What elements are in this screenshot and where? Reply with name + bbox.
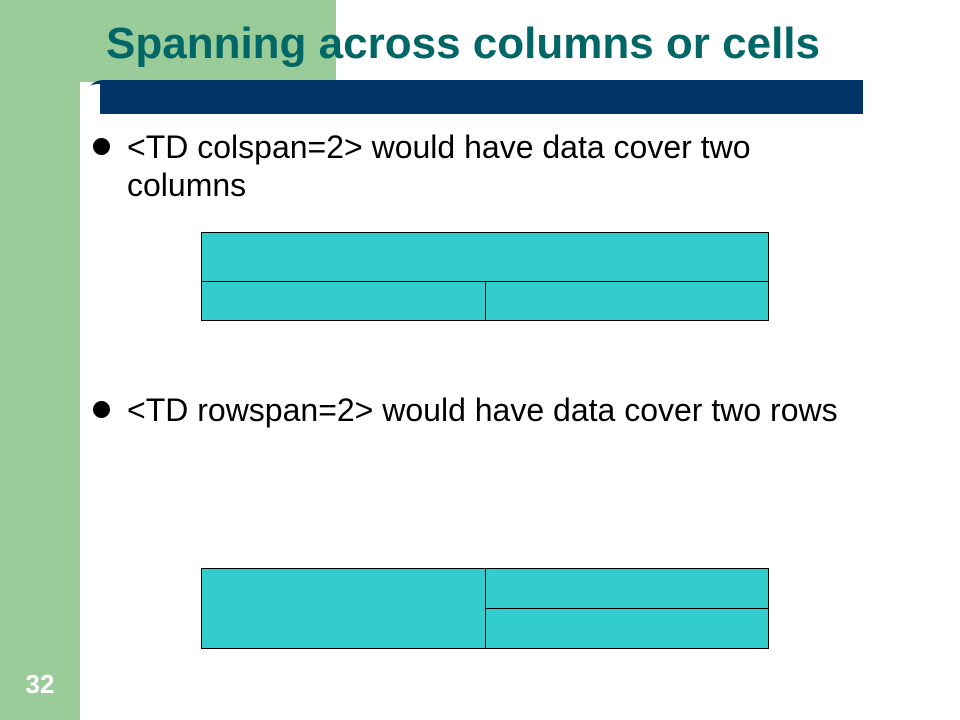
table-cell [484, 608, 769, 649]
title-underline-bar [86, 80, 863, 114]
table-cell [201, 281, 486, 321]
table-row [201, 568, 769, 649]
title-accent-block [80, 0, 336, 82]
bullet-rowspan: <TD rowspan=2> would have data cover two… [127, 392, 838, 428]
table-row [201, 232, 769, 282]
bullet-icon [93, 138, 110, 155]
title-bar-corner [80, 84, 100, 144]
slide-number: 32 [25, 669, 55, 699]
bullet-colspan: <TD colspan=2> would have data cover two… [127, 129, 751, 203]
bullet-icon [93, 401, 110, 418]
spanning-cell [201, 568, 486, 649]
table-cell [484, 568, 769, 609]
spanning-cell [201, 232, 769, 282]
left-accent-rail [0, 0, 80, 720]
table-row [202, 608, 769, 649]
colspan-example-table [201, 232, 769, 321]
table-row [201, 281, 769, 321]
rowspan-example-table [201, 568, 769, 649]
table-cell [484, 281, 769, 321]
slide-title: Spanning across columns or cells [106, 19, 820, 68]
